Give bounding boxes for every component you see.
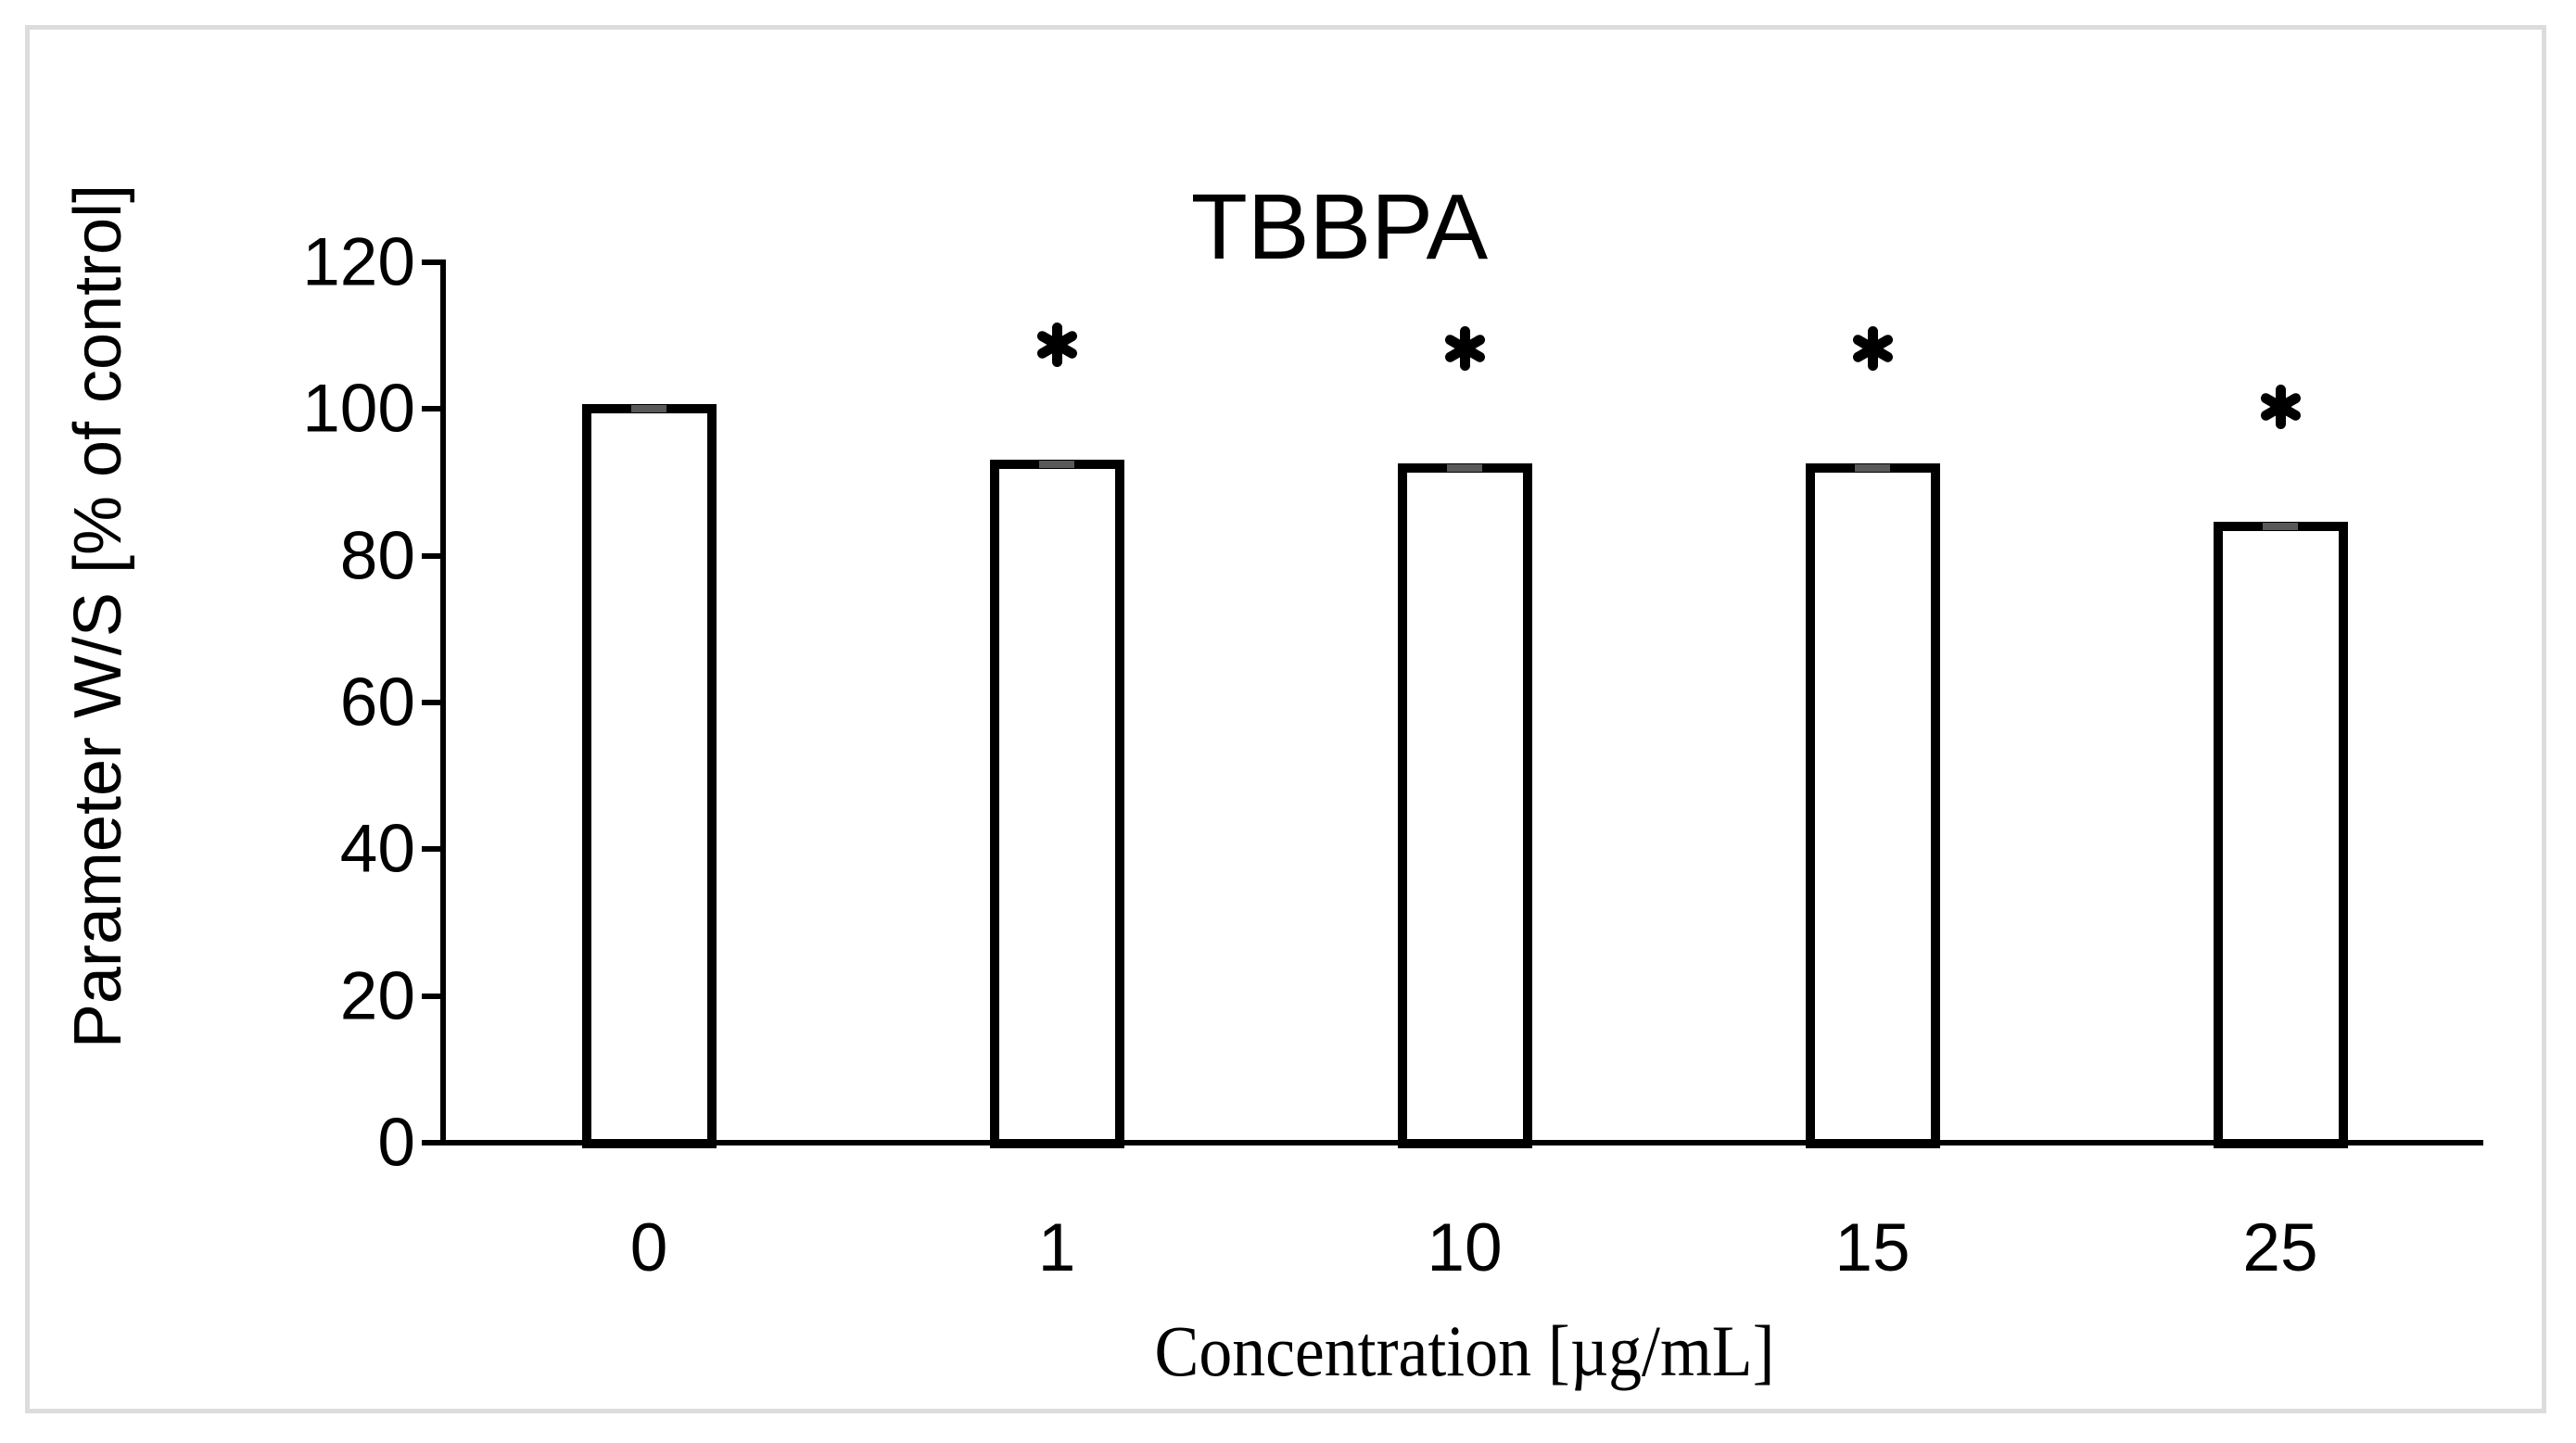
bar: [2213, 522, 2348, 1148]
y-axis-tick: [422, 552, 446, 559]
significance-asterisk: [1850, 325, 1895, 371]
significance-asterisk: [2258, 385, 2303, 429]
y-axis-tick: [422, 700, 446, 705]
y-axis-tick: [422, 406, 446, 412]
x-axis-tick-label: 10: [1427, 1210, 1503, 1285]
y-axis-tick-label: 20: [339, 958, 415, 1034]
error-bar-cap: [1855, 463, 1890, 472]
error-bar-cap: [1447, 463, 1482, 472]
chart-title: TBBPA: [1190, 175, 1489, 279]
error-bar-cap: [631, 405, 666, 413]
y-axis-tick: [422, 1140, 446, 1146]
y-axis-tick: [422, 846, 446, 853]
x-axis-title: Concentration [µg/mL]: [1154, 1310, 1775, 1391]
y-axis-tick-label: 60: [339, 665, 415, 740]
error-bar-cap: [2263, 523, 2298, 530]
y-axis-tick-label: 40: [339, 811, 415, 887]
y-axis-tick: [422, 259, 446, 265]
y-axis-tick-label: 0: [377, 1105, 415, 1181]
y-axis-tick-label: 100: [302, 371, 415, 447]
x-axis-tick-label: 1: [1037, 1210, 1076, 1285]
bar: [1805, 462, 1940, 1148]
bar: [581, 404, 717, 1148]
significance-asterisk: [1442, 325, 1487, 371]
y-axis-title: Parameter W/S [% of control]: [61, 184, 135, 1049]
y-axis-tick: [422, 993, 446, 999]
x-axis-tick-label: 15: [1834, 1210, 1910, 1285]
bar: [989, 459, 1124, 1148]
y-axis-tick-label: 120: [302, 224, 415, 300]
x-axis-tick-label: 25: [2242, 1210, 2318, 1285]
y-axis-tick-label: 80: [339, 518, 415, 594]
significance-asterisk: [1034, 322, 1079, 367]
bar: [1397, 462, 1532, 1148]
x-axis-tick-label: 0: [629, 1210, 668, 1285]
error-bar-cap: [1039, 460, 1074, 468]
